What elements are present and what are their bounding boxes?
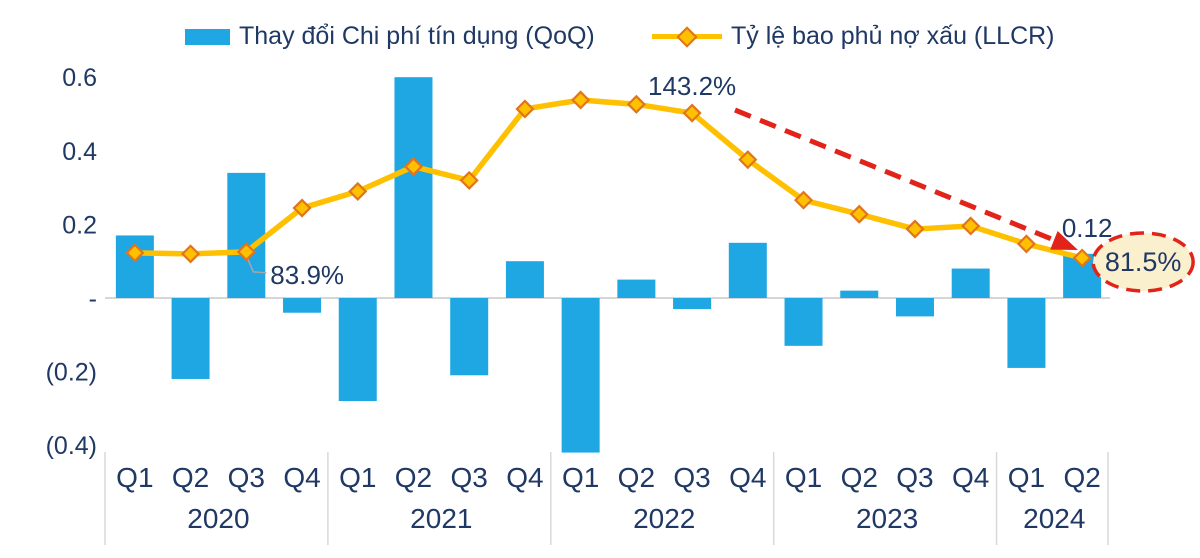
bar-q1-2024	[1007, 298, 1046, 368]
llcr-marker-q4-2022	[738, 150, 758, 170]
legend-item-llcr: Tỷ lệ bao phủ nợ xấu (LLCR)	[652, 22, 1055, 51]
line-series-swatch-icon	[652, 25, 722, 48]
bar-q3-2021	[450, 298, 489, 376]
llcr-marker-q1-2023	[793, 190, 814, 210]
bar-q4-2020	[283, 298, 322, 313]
bar-q4-2021	[505, 261, 544, 298]
x-label-q4-2023: Q4	[952, 462, 989, 493]
x-year-label-2021: 2021	[410, 503, 472, 534]
x-label-q1-2024: Q1	[1008, 462, 1045, 493]
llcr-marker-q3-2020	[236, 242, 256, 262]
bar-q2-2023	[840, 290, 879, 298]
x-label-q4-2020: Q4	[283, 462, 320, 493]
y-tick-0.6: 0.6	[62, 64, 97, 92]
x-label-q2-2023: Q2	[841, 462, 878, 493]
x-year-label-2024: 2024	[1023, 503, 1085, 534]
llcr-marker-q2-2023	[849, 204, 869, 224]
x-label-q1-2023: Q1	[785, 462, 822, 493]
x-label-q1-2020: Q1	[116, 462, 153, 493]
llcr-marker-q2-2021	[403, 157, 424, 177]
bar-q3-2020	[227, 172, 266, 298]
llcr-marker-q1-2021	[348, 181, 368, 201]
y-tick-(0.4): (0.4)	[46, 432, 97, 460]
y-tick-(0.2): (0.2)	[46, 359, 97, 387]
llcr-marker-q3-2023	[905, 219, 925, 239]
bar-q1-2021	[338, 298, 377, 402]
x-label-q4-2022: Q4	[729, 462, 766, 493]
x-year-label-2022: 2022	[633, 503, 695, 534]
annotation-bar-q2-2024: 0.12	[1062, 213, 1113, 243]
llcr-marker-q1-2024	[1016, 234, 1036, 254]
llcr-marker-q4-2021	[515, 99, 535, 119]
bar-series-swatch-icon	[185, 28, 230, 45]
legend-item-credit-cost: Thay đổi Chi phí tín dụng (QoQ)	[185, 22, 595, 51]
llcr-highlight-ellipse	[1091, 231, 1195, 293]
x-label-q4-2021: Q4	[506, 462, 543, 493]
x-label-q2-2024: Q2	[1063, 462, 1100, 493]
llcr-marker-q4-2023	[961, 216, 981, 236]
x-label-q3-2023: Q3	[896, 462, 933, 493]
llcr-marker-q3-2022	[682, 103, 702, 123]
annotation-llcr-q3-2020: 83.9%	[270, 260, 344, 290]
y-tick--: -	[89, 285, 97, 313]
llcr-marker-q1-2020	[125, 243, 145, 263]
llcr-marker-q3-2021	[459, 170, 479, 190]
bar-q2-2021	[394, 77, 433, 298]
callout-connector-line	[246, 257, 267, 274]
x-label-q3-2021: Q3	[451, 462, 488, 493]
llcr-marker-q1-2022	[571, 90, 591, 110]
bar-q2-2020	[171, 298, 210, 379]
llcr-marker-q2-2024	[1072, 248, 1092, 268]
bar-q1-2022	[561, 298, 600, 453]
bar-q3-2022	[673, 298, 712, 310]
y-tick-0.2: 0.2	[62, 211, 97, 239]
x-label-q2-2020: Q2	[172, 462, 209, 493]
legend-label-llcr: Tỷ lệ bao phủ nợ xấu (LLCR)	[731, 22, 1055, 50]
legend-label-credit-cost: Thay đổi Chi phí tín dụng (QoQ)	[239, 22, 595, 50]
x-label-q1-2022: Q1	[562, 462, 599, 493]
llcr-marker-q2-2020	[181, 244, 201, 264]
x-year-label-2020: 2020	[187, 503, 249, 534]
annotation-llcr-peak: 143.2%	[648, 71, 736, 101]
annotation-llcr-q2-2024: 81.5%	[1105, 247, 1182, 277]
x-label-q1-2021: Q1	[339, 462, 376, 493]
decline-arrow-head-icon	[1050, 231, 1078, 250]
x-label-q3-2020: Q3	[228, 462, 265, 493]
y-tick-0.4: 0.4	[62, 138, 97, 166]
llcr-marker-q2-2022	[626, 94, 646, 114]
bar-q4-2023	[951, 268, 990, 298]
x-label-q2-2022: Q2	[618, 462, 655, 493]
x-label-q2-2021: Q2	[395, 462, 432, 493]
bar-q2-2022	[617, 279, 656, 298]
llcr-line	[132, 97, 1085, 261]
bar-q4-2022	[728, 242, 767, 298]
x-label-q3-2022: Q3	[673, 462, 710, 493]
llcr-marker-q4-2020	[292, 198, 312, 218]
bar-q3-2023	[895, 298, 934, 317]
bar-q1-2023	[784, 298, 823, 346]
decline-arrow-line	[734, 107, 1055, 243]
x-year-label-2023: 2023	[856, 503, 918, 534]
